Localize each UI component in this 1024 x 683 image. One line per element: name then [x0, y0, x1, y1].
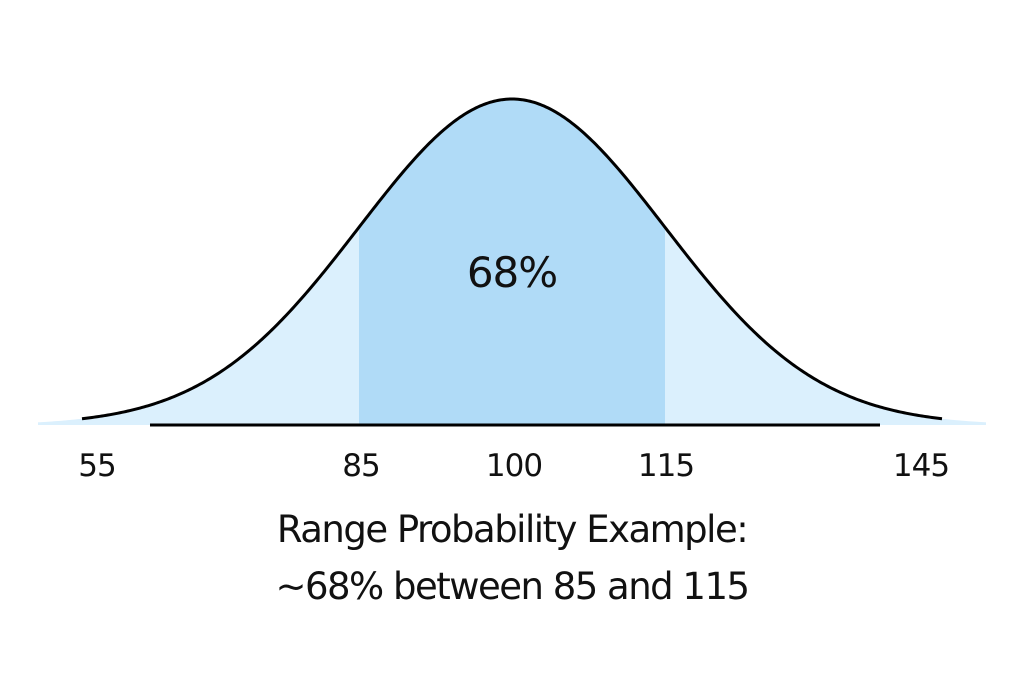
chart-title: Range Probability Example: — [276, 508, 749, 551]
chart-subtitle: ~68% between 85 and 115 — [275, 565, 750, 608]
tick-label-85: 85 — [342, 448, 380, 484]
tick-label-115: 115 — [637, 448, 695, 484]
right-tail-area — [665, 227, 986, 425]
bell-curve — [81, 97, 943, 421]
tick-label-145: 145 — [892, 448, 950, 484]
tick-label-55: 55 — [78, 448, 116, 484]
center-shaded-area — [359, 99, 665, 425]
left-tail-area — [38, 227, 359, 425]
center-percentage-label: 68% — [466, 248, 558, 297]
tick-label-100: 100 — [485, 448, 543, 484]
